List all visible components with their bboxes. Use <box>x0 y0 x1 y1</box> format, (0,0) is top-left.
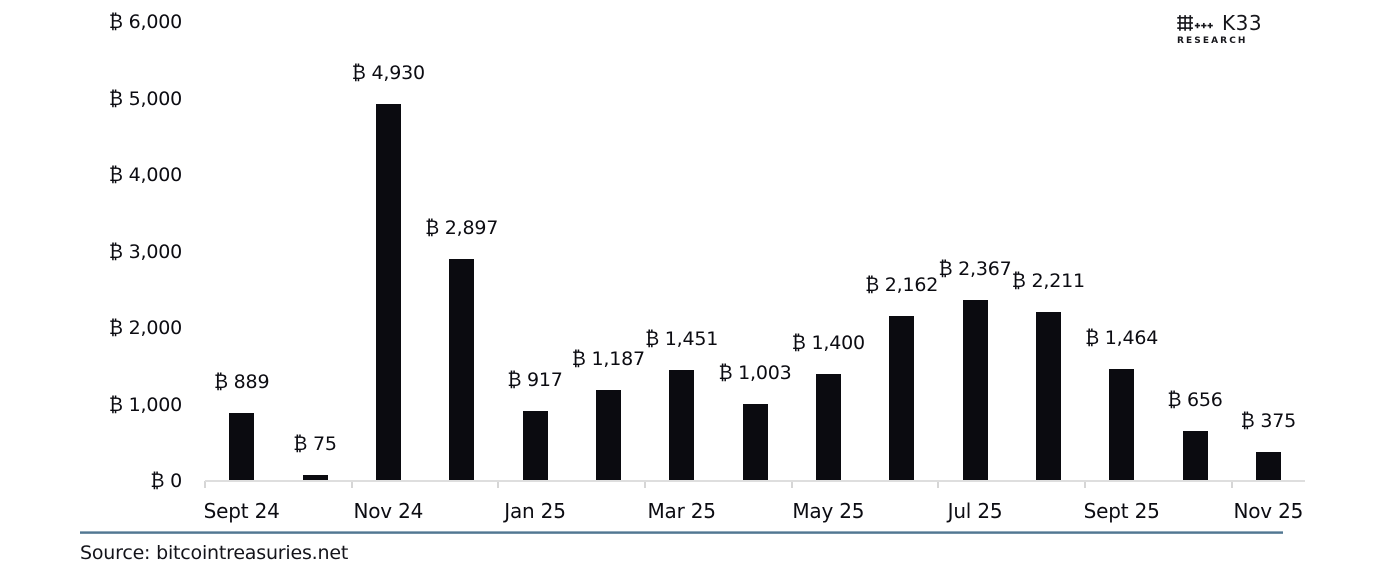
x-axis-tick-label: Jul 25 <box>947 499 1003 523</box>
bar-value-label: ₿ 2,367 <box>938 257 1012 280</box>
x-axis-tick <box>644 481 646 488</box>
footer-divider <box>80 531 1283 534</box>
k33-division-text: RESEARCH <box>1177 36 1248 46</box>
bar-value-label: ₿ 1,187 <box>571 348 645 371</box>
bar <box>742 404 768 481</box>
bar <box>302 475 328 481</box>
bar <box>1255 452 1281 481</box>
bar-value-label: ₿ 2,211 <box>1011 269 1085 292</box>
bar <box>889 315 915 481</box>
bar <box>669 369 695 481</box>
bar-value-label: ₿ 75 <box>293 433 337 456</box>
bar <box>1109 369 1135 481</box>
bar <box>375 103 401 481</box>
x-axis-tick-label: Sept 24 <box>203 499 280 523</box>
x-axis-tick <box>350 481 353 488</box>
x-axis-tick <box>1084 481 1086 488</box>
bar-value-label: ₿ 917 <box>507 368 563 391</box>
bar-value-label: ₿ 1,451 <box>645 327 719 350</box>
bar-value-label: ₿ 1,400 <box>791 331 865 354</box>
x-axis-tick-label: Jan 25 <box>504 499 566 523</box>
bar <box>229 412 255 481</box>
bar <box>815 373 841 481</box>
k33-brand-text: K33 <box>1222 11 1263 35</box>
y-axis-tick-label: ₿ 1,000 <box>108 393 182 416</box>
x-axis-tick <box>204 481 206 488</box>
x-axis-tick-label: Sept 25 <box>1083 499 1160 523</box>
x-axis-tick <box>1230 481 1233 488</box>
x-axis-tick-label: May 25 <box>792 499 865 523</box>
bar-value-label: ₿ 2,897 <box>425 217 499 240</box>
bar-value-label: ₿ 4,930 <box>351 61 425 84</box>
k33-dots-icon <box>1177 14 1213 31</box>
x-axis-tick-label: Mar 25 <box>647 499 716 523</box>
bar-value-label: ₿ 1,003 <box>718 362 792 385</box>
x-axis-tick <box>790 481 793 488</box>
y-axis-tick-label: ₿ 5,000 <box>108 87 182 110</box>
x-axis-line <box>205 480 1305 482</box>
bar <box>522 410 548 481</box>
x-axis-tick <box>497 481 500 488</box>
bar <box>962 299 988 481</box>
k33-logo-row: K33 <box>1177 12 1263 34</box>
bar <box>595 390 621 481</box>
k33-logo: K33 RESEARCH <box>1177 12 1263 46</box>
bar <box>1035 311 1061 481</box>
y-axis-tick-label: ₿ 4,000 <box>108 164 182 186</box>
bar-value-label: ₿ 375 <box>1240 410 1297 433</box>
x-axis-tick-label: Nov 25 <box>1233 499 1304 523</box>
bar <box>449 259 475 481</box>
x-axis-tick <box>937 481 940 488</box>
bar-value-label: ₿ 1,464 <box>1085 327 1159 349</box>
x-axis-tick-label: Nov 24 <box>353 499 424 523</box>
y-axis-tick-label: ₿ 0 <box>150 470 182 492</box>
y-axis-tick-label: ₿ 3,000 <box>108 240 182 263</box>
bar-value-label: ₿ 2,162 <box>865 273 939 296</box>
bar-value-label: ₿ 656 <box>1167 388 1223 411</box>
bar-value-label: ₿ 889 <box>213 370 270 393</box>
y-axis-tick-label: ₿ 2,000 <box>108 317 182 339</box>
bar <box>1182 430 1208 481</box>
y-axis-tick-label: ₿ 6,000 <box>108 11 182 33</box>
source-caption: Source: bitcointreasuries.net <box>80 542 349 564</box>
